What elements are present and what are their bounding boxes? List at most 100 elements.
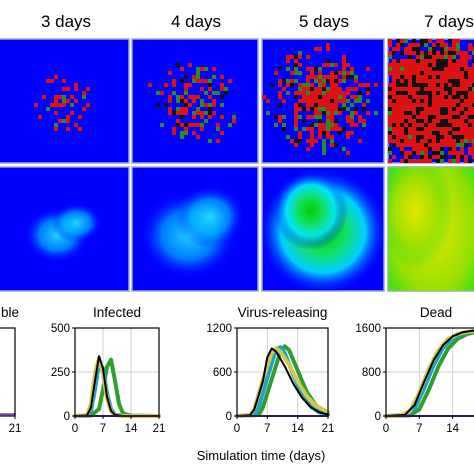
cell bbox=[184, 91, 188, 95]
cell bbox=[452, 71, 456, 75]
cell bbox=[366, 87, 370, 91]
cell bbox=[396, 47, 400, 51]
cell bbox=[416, 87, 420, 91]
cell bbox=[436, 71, 440, 75]
cell bbox=[468, 115, 472, 119]
cell bbox=[396, 123, 400, 127]
chart-4: 0 7 14 0 800 1600 Dead bbox=[355, 305, 474, 435]
cell bbox=[416, 79, 420, 83]
cell bbox=[46, 79, 50, 83]
virus-concentration-maps bbox=[0, 166, 474, 292]
cell bbox=[334, 103, 338, 107]
cell bbox=[420, 147, 424, 151]
cell bbox=[432, 91, 436, 95]
cell bbox=[306, 139, 310, 143]
cell bbox=[346, 99, 350, 103]
cell bbox=[192, 131, 196, 135]
cell bbox=[472, 75, 474, 79]
cell bbox=[318, 47, 322, 51]
cell bbox=[456, 43, 460, 47]
cell bbox=[404, 143, 408, 147]
cell bbox=[302, 119, 306, 123]
cell bbox=[440, 87, 444, 91]
cell bbox=[392, 115, 396, 119]
cell bbox=[322, 75, 326, 79]
day-label-3: 3 days bbox=[41, 12, 91, 31]
cell bbox=[334, 123, 338, 127]
cell bbox=[444, 75, 448, 79]
cell bbox=[314, 107, 318, 111]
cell bbox=[388, 147, 392, 151]
cell bbox=[392, 107, 396, 111]
cell bbox=[424, 99, 428, 103]
cell bbox=[412, 91, 416, 95]
cell bbox=[278, 115, 282, 119]
cell bbox=[184, 103, 188, 107]
cell bbox=[346, 75, 350, 79]
cell bbox=[74, 99, 78, 103]
cell bbox=[326, 107, 330, 111]
cell bbox=[444, 123, 448, 127]
cell bbox=[416, 99, 420, 103]
cell bbox=[456, 67, 460, 71]
chart-title: Dead bbox=[420, 305, 452, 320]
cell bbox=[396, 139, 400, 143]
cell bbox=[188, 123, 192, 127]
cell bbox=[274, 115, 278, 119]
cell bbox=[428, 59, 432, 63]
cell bbox=[452, 83, 456, 87]
cell bbox=[436, 79, 440, 83]
cell bbox=[432, 135, 436, 139]
cell bbox=[326, 43, 330, 47]
cell bbox=[322, 91, 326, 95]
cell bbox=[78, 115, 82, 119]
cell bbox=[70, 111, 74, 115]
cell bbox=[290, 71, 294, 75]
cell bbox=[66, 127, 70, 131]
cell bbox=[392, 91, 396, 95]
cell bbox=[412, 59, 416, 63]
cell bbox=[208, 139, 212, 143]
cell bbox=[400, 115, 404, 119]
cell bbox=[420, 155, 424, 159]
cell bbox=[310, 135, 314, 139]
cell bbox=[420, 115, 424, 119]
cell bbox=[404, 135, 408, 139]
cell bbox=[444, 59, 448, 63]
cell bbox=[392, 87, 396, 91]
cell bbox=[200, 111, 204, 115]
cell bbox=[212, 103, 216, 107]
cell bbox=[310, 83, 314, 87]
cell bbox=[392, 63, 396, 67]
cell bbox=[322, 123, 326, 127]
cell bbox=[416, 59, 420, 63]
cell bbox=[322, 127, 326, 131]
cell bbox=[318, 99, 322, 103]
cell bbox=[448, 139, 452, 143]
cell bbox=[412, 87, 416, 91]
cell bbox=[192, 75, 196, 79]
cell bbox=[392, 47, 396, 51]
cell bbox=[330, 91, 334, 95]
cell bbox=[160, 123, 164, 127]
cell bbox=[412, 127, 416, 131]
cell bbox=[200, 115, 204, 119]
cell bbox=[428, 119, 432, 123]
cell bbox=[472, 51, 474, 55]
cell bbox=[412, 123, 416, 127]
cell bbox=[330, 71, 334, 75]
cell bbox=[472, 131, 474, 135]
cell bbox=[432, 71, 436, 75]
cell bbox=[326, 95, 330, 99]
cell bbox=[428, 135, 432, 139]
cell bbox=[420, 159, 424, 163]
cell bbox=[404, 59, 408, 63]
cell bbox=[468, 135, 472, 139]
cell bbox=[62, 99, 66, 103]
cell bbox=[204, 79, 208, 83]
cell bbox=[444, 103, 448, 107]
cell bbox=[424, 39, 428, 43]
cell bbox=[448, 47, 452, 51]
cell bbox=[388, 99, 392, 103]
cell bbox=[428, 39, 432, 43]
